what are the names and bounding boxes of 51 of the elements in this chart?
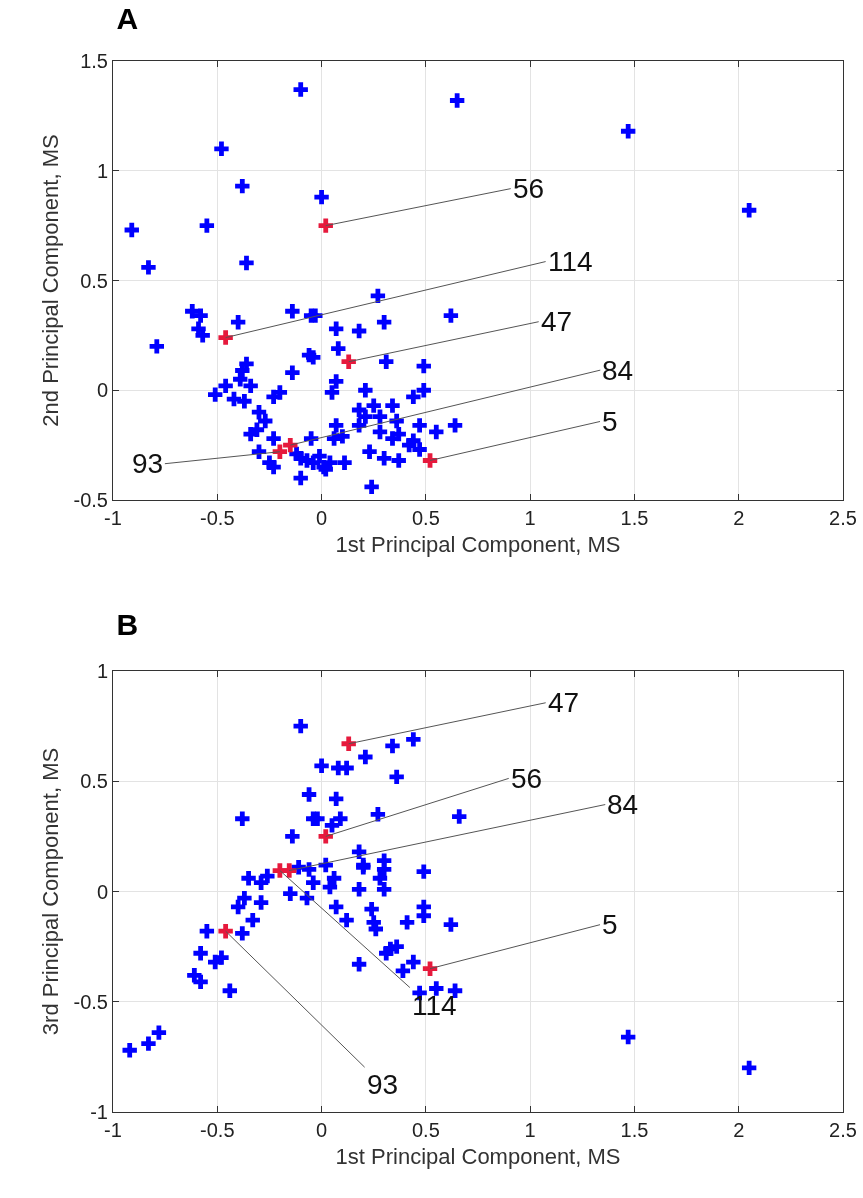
x-tick-label: 0.5 bbox=[411, 507, 440, 529]
y-tick-label: -0.5 bbox=[73, 489, 108, 511]
y-tick-label: 0 bbox=[96, 880, 108, 903]
annotation: 84 bbox=[607, 789, 639, 820]
point bbox=[218, 923, 233, 939]
x-tick-label: -0.5 bbox=[200, 1119, 235, 1141]
annotation: 47 bbox=[548, 687, 580, 718]
y-tick-label: 1.5 bbox=[80, 50, 108, 72]
chart-title: B bbox=[116, 608, 139, 641]
y-tick-label: 0.5 bbox=[80, 770, 108, 793]
annotation: 93 bbox=[367, 1069, 399, 1100]
point bbox=[341, 736, 356, 751]
annotation: 93 bbox=[132, 448, 164, 479]
y-tick-label: 1 bbox=[96, 159, 108, 182]
x-tick-label: 2.5 bbox=[829, 507, 857, 529]
x-tick-label: 2 bbox=[733, 507, 745, 529]
point bbox=[318, 218, 333, 233]
x-tick-label: 1.5 bbox=[620, 507, 649, 529]
x-tick-label: 2 bbox=[733, 1119, 745, 1141]
x-tick-label: 0.5 bbox=[411, 1119, 440, 1141]
annotation: 56 bbox=[511, 763, 543, 794]
x-tick-label: -0.5 bbox=[200, 507, 235, 529]
x-tick-label: 1.5 bbox=[620, 1119, 649, 1141]
y-axis-title: 3rd Principal Component, MS bbox=[38, 747, 64, 1036]
y-tick-label: 0 bbox=[96, 379, 108, 402]
annotation: 47 bbox=[541, 306, 573, 337]
point bbox=[218, 330, 233, 345]
x-axis-title: 1st Principal Component, MS bbox=[335, 531, 621, 557]
x-tick-label: 0 bbox=[316, 1119, 328, 1141]
chart-title: A bbox=[116, 2, 139, 35]
y-tick-label: -1 bbox=[90, 1101, 108, 1123]
annotation: 5 bbox=[602, 406, 618, 437]
x-tick-label: 2.5 bbox=[829, 1119, 857, 1141]
x-tick-label: 0 bbox=[316, 507, 328, 529]
annotation: 114 bbox=[412, 990, 457, 1021]
y-tick-label: 1 bbox=[96, 660, 108, 682]
point bbox=[272, 863, 288, 878]
y-tick-label: -0.5 bbox=[73, 990, 108, 1013]
point bbox=[283, 437, 298, 453]
y-tick-label: 0.5 bbox=[80, 269, 108, 292]
annotation: 84 bbox=[602, 355, 634, 386]
x-tick-label: 1 bbox=[524, 507, 536, 529]
annotation: 5 bbox=[602, 909, 618, 940]
annotation: 56 bbox=[513, 173, 545, 204]
x-tick-label: 1 bbox=[524, 1119, 536, 1141]
annotation: 114 bbox=[548, 246, 593, 277]
x-axis-title: 1st Principal Component, MS bbox=[335, 1143, 621, 1169]
point bbox=[341, 354, 356, 369]
point bbox=[318, 829, 333, 844]
y-axis-title: 2nd Principal Component, MS bbox=[38, 134, 64, 427]
point bbox=[272, 444, 288, 459]
